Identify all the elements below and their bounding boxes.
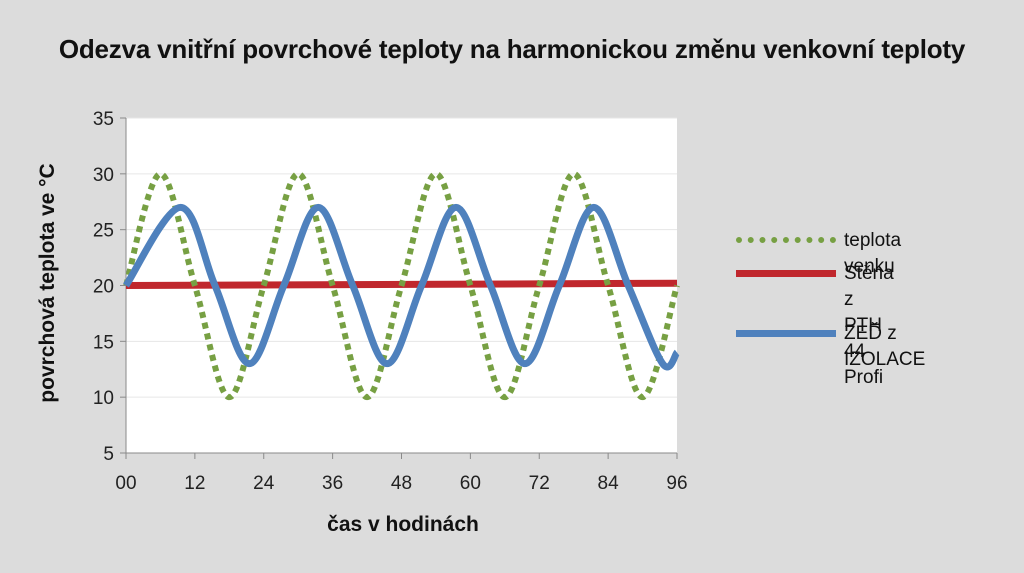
y-tick-label: 10 — [93, 388, 114, 409]
legend-swatch — [736, 269, 836, 277]
y-tick-label: 20 — [93, 277, 114, 298]
chart-title: Odezva vnitřní povrchové teploty na harm… — [58, 34, 966, 64]
x-tick-label: 00 — [115, 473, 136, 494]
x-tick-label: 72 — [529, 473, 550, 494]
series-line-teplota-venku — [123, 170, 680, 401]
legend-label: Stěna z PTH 44 Profi — [844, 263, 894, 388]
x-axis-label: čas v hodinách — [327, 513, 479, 536]
y-tick-label: 25 — [93, 221, 114, 242]
y-tick-label: 30 — [93, 165, 114, 186]
x-tick-label: 36 — [322, 473, 343, 494]
x-tick-label: 84 — [598, 473, 620, 494]
series-line-zed-z-izolace — [123, 203, 680, 371]
x-tick-label: 60 — [460, 473, 481, 494]
x-tick-label: 24 — [253, 473, 275, 494]
x-tick-label: 48 — [391, 473, 412, 494]
y-tick-label: 15 — [93, 332, 114, 353]
legend-swatch — [736, 329, 836, 337]
x-tick-label: 12 — [184, 473, 205, 494]
x-tick-label: 96 — [666, 473, 687, 494]
legend-label: ZEĎ z IZOLACE — [844, 323, 926, 370]
y-tick-label: 5 — [103, 444, 114, 465]
legend-swatch — [736, 237, 836, 243]
y-tick-label: 35 — [93, 109, 114, 130]
legend-label: teplota venku — [844, 230, 902, 277]
